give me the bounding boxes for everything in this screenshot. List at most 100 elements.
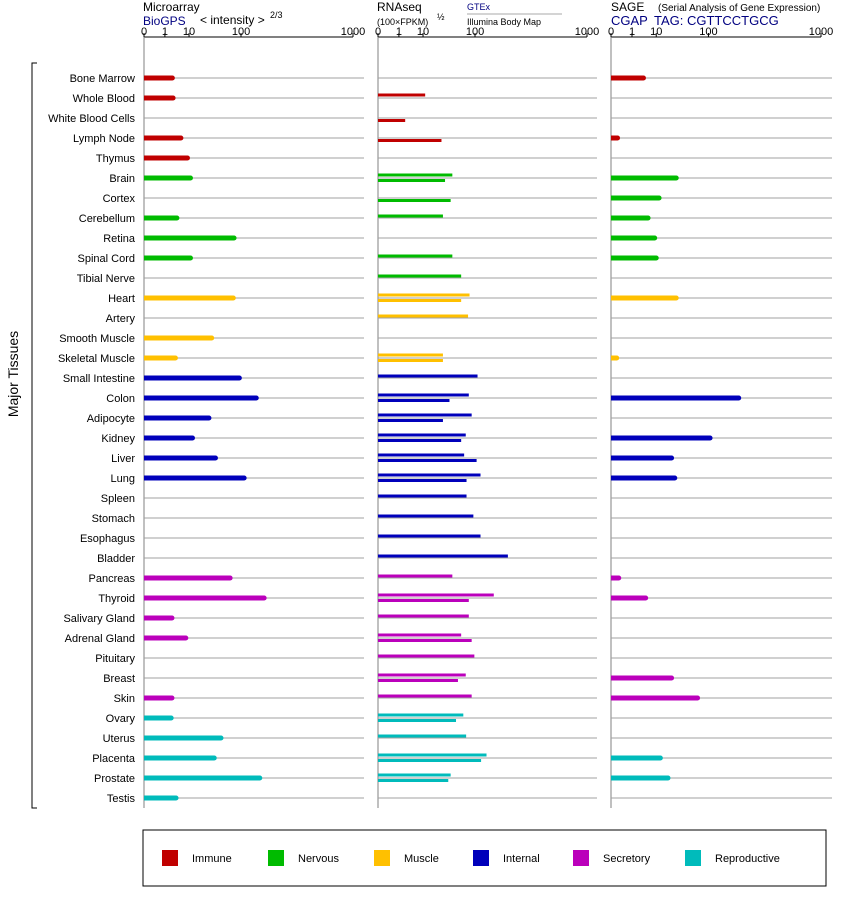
rnaseq-bar — [378, 173, 453, 177]
sage-bar-cap — [614, 355, 620, 361]
rnaseq-bar — [378, 734, 467, 738]
rnaseq-tick-label: 100 — [466, 26, 484, 38]
microarray-bar-cap — [174, 215, 180, 221]
microarray-bar — [144, 415, 209, 421]
sage-bar-cap — [707, 435, 713, 441]
sage-panel: 0 1 10 100 1000 — [608, 26, 833, 808]
tissue-label: Liver — [111, 453, 135, 465]
sage-tick-label: 10 — [650, 26, 662, 38]
sage-bar — [611, 175, 677, 181]
legend-label-immune: Immune — [192, 853, 232, 865]
rnaseq-bar — [378, 759, 482, 762]
microarray-bar — [144, 355, 176, 361]
sage-bar-cap — [669, 675, 675, 681]
microarray-bar-cap — [212, 455, 218, 461]
tissue-label: Heart — [108, 293, 135, 305]
microarray-bar-cap — [206, 415, 212, 421]
rnaseq-bar — [378, 453, 465, 457]
rnaseq-bar — [378, 119, 406, 122]
tissue-label: Uterus — [103, 733, 136, 745]
microarray-bar — [144, 455, 216, 461]
legend: Immune Nervous Muscle Internal Secretory Repr… — [142, 829, 827, 887]
tissue-label: Cerebellum — [79, 213, 135, 225]
tissue-label: Thymus — [96, 153, 136, 165]
tissue-label: Adipocyte — [87, 413, 135, 425]
rnaseq-tick-label: 0 — [375, 26, 381, 38]
sage-bar — [611, 295, 677, 301]
rnaseq-bar — [378, 433, 466, 437]
legend-swatch-muscle — [374, 850, 390, 866]
legend-swatch-internal — [473, 850, 489, 866]
microarray-bar-cap — [187, 255, 193, 261]
microarray-bar — [144, 75, 173, 81]
sage-bar-cap — [645, 215, 651, 221]
tissue-label: Testis — [107, 793, 136, 805]
tissue-label: Spleen — [101, 493, 135, 505]
microarray-bar-cap — [261, 595, 267, 601]
tissue-label: Skin — [114, 693, 135, 705]
sage-bar — [611, 75, 644, 81]
tissue-label: Placenta — [92, 753, 136, 765]
microarray-bar — [144, 395, 257, 401]
sage-tick-label: 100 — [699, 26, 717, 38]
tissue-label: Breast — [103, 673, 135, 685]
rnaseq-source: GTEx — [467, 2, 491, 12]
tissue-label: Adrenal Gland — [65, 633, 135, 645]
sage-bar-cap — [640, 75, 646, 81]
tissue-label: Esophagus — [80, 533, 136, 545]
microarray-bar — [144, 135, 181, 141]
microarray-panel: 0 1 10 100 1000 — [141, 26, 365, 808]
microarray-bar — [144, 235, 235, 241]
sage-bar — [611, 255, 657, 261]
tissue-label: Ovary — [106, 713, 136, 725]
rnaseq-tick-label: 10 — [417, 26, 429, 38]
sage-bar — [611, 755, 661, 761]
tissue-label: Bone Marrow — [70, 73, 135, 85]
legend-label-secretory: Secretory — [603, 853, 651, 865]
microarray-bar — [144, 295, 234, 301]
rnaseq-title: RNAseq — [377, 0, 422, 14]
sage-bar — [611, 355, 617, 361]
rnaseq-bar — [378, 593, 494, 597]
microarray-bar — [144, 575, 231, 581]
microarray-bar-cap — [183, 635, 189, 641]
rnaseq-bar — [378, 773, 451, 777]
rnaseq-bar — [378, 639, 472, 642]
rnaseq-bar — [378, 554, 508, 558]
sage-bar — [611, 395, 739, 401]
microarray-bar-cap — [169, 695, 175, 701]
legend-swatch-reproductive — [685, 850, 701, 866]
rnaseq-bar — [378, 534, 481, 538]
sage-bar-cap — [669, 455, 675, 461]
sage-bar — [611, 215, 649, 221]
sage-bar-cap — [695, 695, 701, 701]
rnaseq-bar — [378, 299, 462, 302]
tissue-label: Stomach — [92, 513, 135, 525]
microarray-tick-label: 100 — [232, 26, 250, 38]
sage-bar — [611, 455, 672, 461]
tissue-label: Thyroid — [98, 593, 135, 605]
rnaseq-bar — [378, 473, 481, 477]
microarray-bar-cap — [211, 755, 217, 761]
microarray-bar — [144, 375, 240, 381]
tissue-label: Bladder — [97, 553, 135, 565]
microarray-bar-cap — [168, 715, 174, 721]
microarray-bar — [144, 775, 260, 781]
microarray-bar — [144, 435, 193, 441]
microarray-bar-cap — [169, 615, 175, 621]
microarray-bar — [144, 695, 172, 701]
rnaseq-unit-exponent: ½ — [437, 12, 445, 22]
microarray-title: Microarray — [143, 0, 200, 14]
microarray-bar-cap — [230, 295, 236, 301]
sage-source: CGAP — [611, 13, 648, 28]
panel-headers: Microarray BioGPS < intensity > 2/3 RNAs… — [143, 0, 820, 28]
sage-tick-label: 1000 — [809, 26, 833, 38]
tissue-label: Spinal Cord — [78, 253, 135, 265]
sage-bar — [611, 595, 646, 601]
tissue-label: Whole Blood — [73, 93, 135, 105]
tissue-label: Smooth Muscle — [59, 333, 135, 345]
tissue-label: Skeletal Muscle — [58, 353, 135, 365]
tissue-label: Artery — [106, 313, 136, 325]
sage-bar — [611, 195, 660, 201]
rnaseq-bar — [378, 359, 443, 362]
